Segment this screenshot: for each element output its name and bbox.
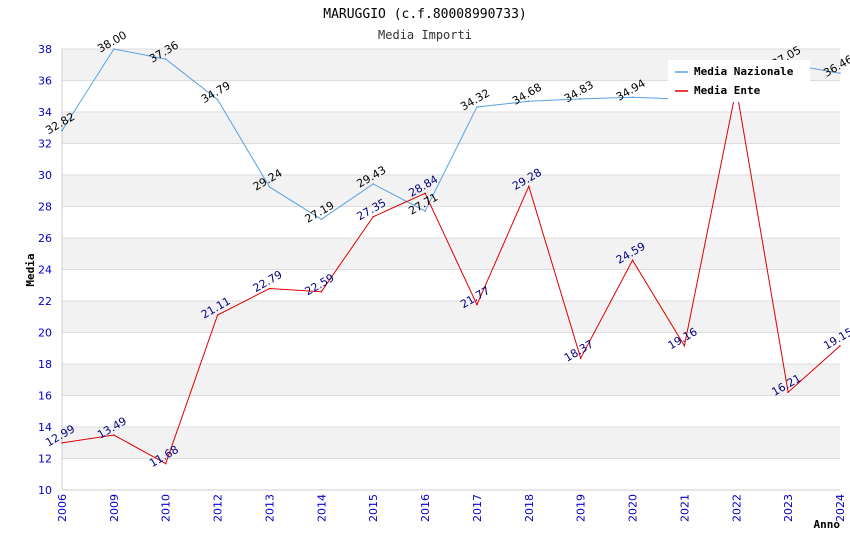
grid-band	[62, 112, 840, 144]
data-point	[476, 303, 478, 306]
grid-band	[62, 332, 840, 364]
grid-bands	[62, 49, 840, 490]
x-tick-label: 2009	[108, 494, 121, 522]
x-tick-label: 2016	[419, 494, 432, 522]
y-tick-label: 12	[38, 453, 52, 466]
grid-band	[62, 364, 840, 396]
x-tick-label: 2013	[263, 494, 276, 522]
legend-label-nazionale: Media Nazionale	[694, 65, 794, 78]
data-point	[61, 442, 63, 444]
x-tick-label: 2012	[212, 494, 225, 522]
data-point	[320, 218, 323, 221]
data-point	[113, 48, 115, 50]
data-point	[631, 96, 634, 98]
x-tick-label: 2017	[471, 494, 484, 522]
y-tick-label: 10	[38, 484, 52, 497]
data-point	[839, 72, 841, 75]
data-point	[216, 314, 219, 316]
grid-band	[62, 269, 840, 301]
data-point	[372, 215, 375, 218]
y-tick-label: 24	[38, 264, 52, 277]
y-tick-label: 28	[38, 201, 52, 214]
grid-band	[62, 458, 840, 490]
data-point	[839, 345, 841, 347]
y-tick-label: 16	[38, 390, 52, 403]
y-tick-label: 14	[38, 421, 52, 434]
data-point	[164, 462, 167, 465]
x-tick-label: 2019	[575, 494, 588, 522]
x-tick-label: 2023	[782, 494, 795, 522]
data-point	[268, 287, 271, 290]
y-tick-label: 20	[38, 327, 52, 340]
data-point	[424, 210, 426, 212]
data-point	[164, 58, 167, 60]
data-point	[579, 357, 582, 359]
grid-band	[62, 395, 840, 427]
legend-label-ente: Media Ente	[694, 84, 761, 97]
x-axis-title: Anno	[814, 518, 841, 531]
data-point	[61, 129, 63, 132]
data-point	[113, 434, 115, 436]
grid-band	[62, 238, 840, 270]
y-tick-label: 22	[38, 295, 52, 308]
data-point	[268, 186, 271, 188]
y-tick-label: 36	[38, 75, 52, 88]
data-point	[424, 192, 426, 195]
y-tick-label: 34	[38, 106, 52, 119]
x-tick-labels: 2006 2009 2010 2012 2013 2014 2015 2016 2017 2018…	[56, 494, 847, 522]
x-tick-label: 2020	[627, 494, 640, 522]
chart-subtitle: Media Importi	[378, 28, 472, 42]
x-tick-label: 2015	[367, 494, 380, 522]
x-tick-label: 2024	[834, 494, 847, 522]
data-point	[528, 185, 530, 188]
data-point	[579, 98, 582, 100]
y-axis-title: Media	[24, 253, 37, 286]
data-point	[216, 98, 219, 101]
y-tick-label: 38	[38, 43, 52, 56]
y-tick-label: 30	[38, 169, 52, 182]
x-tick-label: 2014	[315, 494, 328, 522]
data-point	[631, 259, 634, 262]
grid-band	[62, 301, 840, 333]
data-point	[683, 344, 686, 347]
grid-band	[62, 427, 840, 459]
grid-lines	[62, 48, 840, 491]
series-line-ente	[61, 88, 841, 465]
x-tick-label: 2006	[56, 494, 69, 522]
x-tick-label: 2022	[730, 494, 743, 522]
legend: Media Nazionale Media Ente	[668, 60, 810, 102]
data-point	[320, 290, 323, 293]
grid-band	[62, 175, 840, 207]
data-point	[528, 100, 530, 103]
y-tick-label: 26	[38, 232, 52, 245]
x-tick-label: 2021	[678, 494, 691, 522]
y-tick-label: 18	[38, 358, 52, 371]
data-point	[787, 391, 789, 393]
grid-band	[62, 206, 840, 238]
data-point	[372, 183, 375, 185]
legend-box	[668, 60, 810, 102]
data-point	[476, 106, 478, 108]
x-tick-label: 2018	[523, 494, 536, 522]
chart-title: MARUGGIO (c.f.80008990733)	[323, 7, 527, 22]
y-tick-labels: 10 12 14 16 18 20 22 24 26 28 30 32 34 36 38	[38, 43, 52, 497]
x-tick-label: 2010	[160, 494, 173, 522]
y-tick-label: 32	[38, 138, 52, 151]
